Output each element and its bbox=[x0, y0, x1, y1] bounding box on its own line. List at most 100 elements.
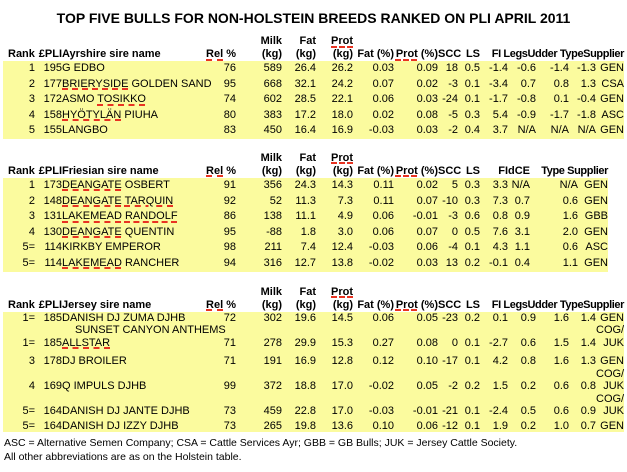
table-row: 1= 185 ALLSTAR 71 278 29.9 15.3 0.27 0.08 0 0.1 -2.… bbox=[3, 337, 624, 356]
cell-rank: 5= bbox=[22, 256, 35, 269]
cell-ls: 0.3 bbox=[464, 108, 480, 121]
cell-type: 0.6 bbox=[562, 194, 578, 207]
cell-scc: -17 bbox=[442, 355, 458, 368]
cell-rank: 1= bbox=[22, 311, 35, 324]
header-top-rel bbox=[192, 152, 236, 165]
cell-pli: 114 bbox=[44, 256, 62, 269]
header-dce: dCE bbox=[508, 164, 530, 177]
cell-rel: 71 bbox=[223, 336, 236, 349]
cell-legs: 0.2 bbox=[520, 419, 536, 432]
cell-rel: 95 bbox=[223, 225, 236, 238]
cell-type: 0.6 bbox=[562, 241, 578, 254]
cell-rel: 72 bbox=[223, 311, 236, 324]
header-top-milk: Milk bbox=[260, 35, 282, 47]
cell-type: 1.4 bbox=[580, 311, 596, 324]
header-top-fi bbox=[480, 35, 508, 48]
cell-rel: 98 bbox=[223, 241, 236, 254]
cell-sup: GEN bbox=[600, 93, 624, 106]
cell-udder: 1.5 bbox=[553, 336, 569, 349]
cell-legs: -0.6 bbox=[517, 62, 536, 74]
header-rel: Rel % bbox=[206, 164, 236, 177]
header-top-scc bbox=[438, 286, 458, 299]
cell-dce: 0.7 bbox=[514, 194, 530, 207]
cell-ls: 0.2 bbox=[464, 311, 480, 324]
cell-pli: 158 bbox=[43, 108, 62, 121]
cell-fi: 1.5 bbox=[492, 380, 508, 393]
header-rank: Rank bbox=[8, 164, 35, 177]
cell-sup: GBB bbox=[584, 210, 608, 223]
table-row: 1= 185 DANISH DJ ZUMA DJHB SUNSET CANYON AN… bbox=[3, 312, 624, 337]
header-top-fatp bbox=[353, 152, 394, 165]
cell-legs: 0.9 bbox=[520, 311, 536, 324]
cell-scc: -2 bbox=[448, 380, 458, 393]
header-top-sup bbox=[596, 35, 624, 48]
cell-fi: 4.2 bbox=[492, 355, 508, 368]
cell-protp: 0.02 bbox=[416, 178, 438, 191]
cell-ls: 0.3 bbox=[464, 178, 480, 191]
cell-type: N/A bbox=[577, 124, 596, 137]
cell-fi: -1.7 bbox=[489, 93, 508, 106]
table-row: 2 177 BRIERYSIDE GOLDEN SAND 95 668 32.1 24.2 0… bbox=[3, 77, 624, 93]
cell-milk: 278 bbox=[263, 336, 282, 349]
cell-protp: 0.06 bbox=[416, 419, 438, 432]
cell-sup: JUK COG/ bbox=[596, 380, 625, 405]
cell-pli: 148 bbox=[43, 194, 62, 207]
cell-pli: 130 bbox=[43, 225, 62, 238]
friesian-table-header: Milk Fat Prot Rank £PLI Friesian sire name Rel… bbox=[3, 152, 608, 178]
header-top-rel bbox=[192, 286, 236, 299]
header-pli: £PLI bbox=[38, 48, 62, 60]
cell-rel: 99 bbox=[223, 380, 236, 393]
cell-milk: 138 bbox=[263, 210, 282, 223]
cell-fi: 3.7 bbox=[492, 124, 508, 137]
header-top-pli bbox=[35, 152, 62, 165]
cell-fatp: 0.27 bbox=[372, 336, 394, 349]
header-top-name bbox=[62, 286, 192, 299]
cell-scc: -2 bbox=[448, 124, 458, 137]
header-fat: (kg) bbox=[295, 48, 316, 60]
header-top-udder bbox=[536, 286, 569, 299]
cell-ls: 0.1 bbox=[464, 93, 480, 106]
cell-rel: 74 bbox=[223, 93, 236, 106]
header-top-name bbox=[62, 152, 192, 165]
cell-sup: GEN COG/ bbox=[596, 311, 625, 337]
cell-prot: 17.0 bbox=[331, 380, 353, 393]
cell-milk: 302 bbox=[263, 311, 282, 324]
cell-fat: 32.1 bbox=[294, 77, 316, 90]
cell-scc: 18 bbox=[445, 62, 458, 74]
header-top-scc bbox=[438, 35, 458, 48]
cell-prot: 13.8 bbox=[331, 256, 353, 269]
cell-sup: GEN bbox=[600, 124, 624, 137]
cell-dce: N/A bbox=[511, 178, 530, 191]
cell-pli: 164 bbox=[43, 405, 62, 418]
cell-fatp: 0.11 bbox=[373, 194, 394, 207]
cell-type: -0.4 bbox=[577, 93, 596, 106]
cell-rank: 5 bbox=[28, 124, 35, 137]
cell-protp: 0.05 bbox=[416, 311, 438, 324]
cell-sup: JUK bbox=[603, 336, 624, 349]
cell-milk: 450 bbox=[263, 124, 282, 137]
cell-udder: 1.6 bbox=[553, 355, 569, 368]
cell-prot: 22.1 bbox=[331, 93, 353, 106]
cell-fatp: 0.06 bbox=[372, 311, 394, 324]
header-top-milk: Milk bbox=[260, 285, 282, 298]
header-top-prot: Prot bbox=[331, 151, 353, 164]
header-top-fi bbox=[480, 152, 508, 165]
header-name: Friesian sire name bbox=[62, 164, 159, 177]
cell-type: 1.3 bbox=[580, 355, 596, 368]
cell-fi: -1.4 bbox=[489, 62, 508, 74]
cell-fi: 3.3 bbox=[492, 178, 508, 191]
header-top-rank bbox=[3, 152, 35, 165]
cell-rank: 4 bbox=[28, 380, 35, 393]
header-ls: LS bbox=[465, 298, 480, 311]
cell-ls: 0.1 bbox=[464, 419, 480, 432]
cell-udder: 0.1 bbox=[553, 93, 569, 106]
jersey-table: Milk Fat Prot Rank £PLI Jersey sire name Rel %… bbox=[3, 286, 624, 433]
header-top-udder bbox=[536, 35, 569, 48]
cell-milk: -88 bbox=[266, 225, 282, 238]
header-top-ls bbox=[458, 286, 480, 299]
cell-milk: 356 bbox=[263, 178, 282, 191]
cell-prot: 3.0 bbox=[337, 225, 353, 238]
cell-udder: 1.0 bbox=[553, 419, 569, 432]
cell-ls: 0.1 bbox=[464, 355, 480, 368]
cell-protp: 0.02 bbox=[416, 77, 438, 90]
